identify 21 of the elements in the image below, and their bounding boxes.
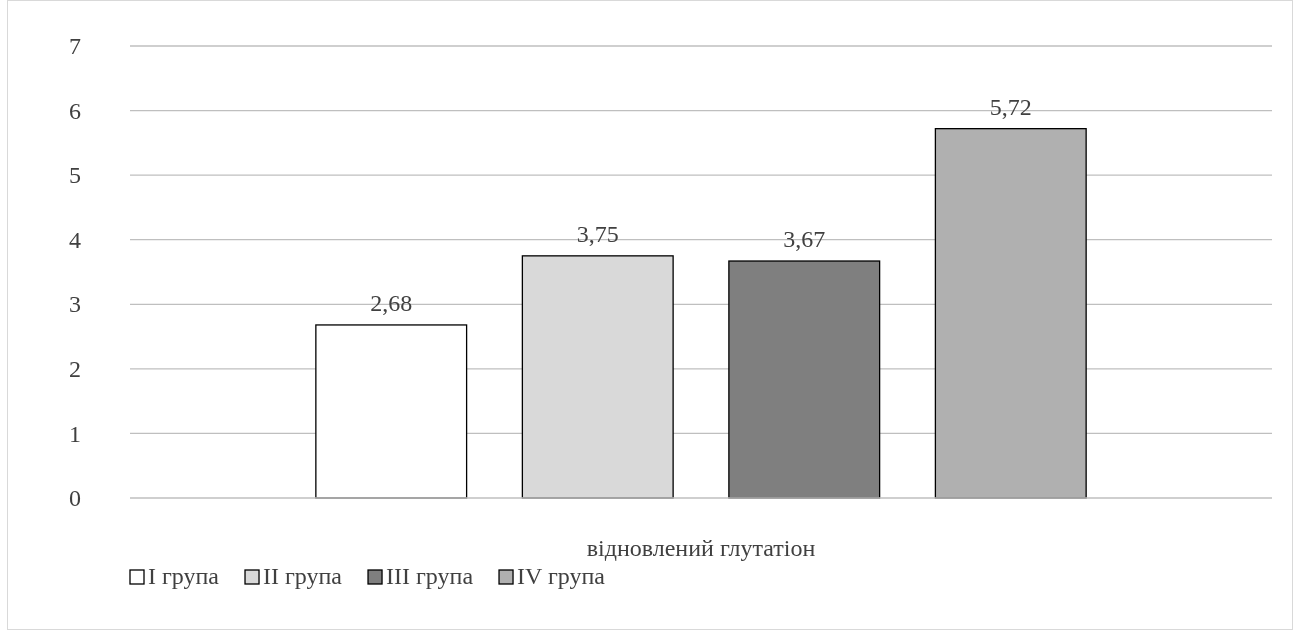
bar [315, 324, 468, 499]
y-tick-label: 0 [69, 485, 81, 512]
legend-label: II група [263, 563, 343, 589]
bar [728, 260, 881, 499]
y-tick-label: 3 [69, 291, 81, 318]
data-label: 3,67 [783, 226, 826, 253]
legend-label: III група [386, 563, 474, 589]
y-tick-label: 5 [69, 162, 81, 189]
bar [934, 128, 1087, 499]
y-tick-label: 6 [69, 97, 81, 124]
data-label: 5,72 [989, 93, 1032, 120]
data-label: 2,68 [370, 289, 413, 316]
y-tick-label: 1 [69, 420, 81, 447]
data-label: 3,75 [576, 220, 619, 247]
x-axis-title: відновлений глутатіон [586, 535, 816, 561]
y-tick-label: 7 [69, 33, 81, 60]
bar [521, 255, 674, 499]
legend-label: IV група [517, 563, 606, 589]
legend-label: I група [148, 563, 220, 589]
y-tick-label: 4 [69, 226, 81, 253]
y-tick-label: 2 [69, 356, 81, 383]
